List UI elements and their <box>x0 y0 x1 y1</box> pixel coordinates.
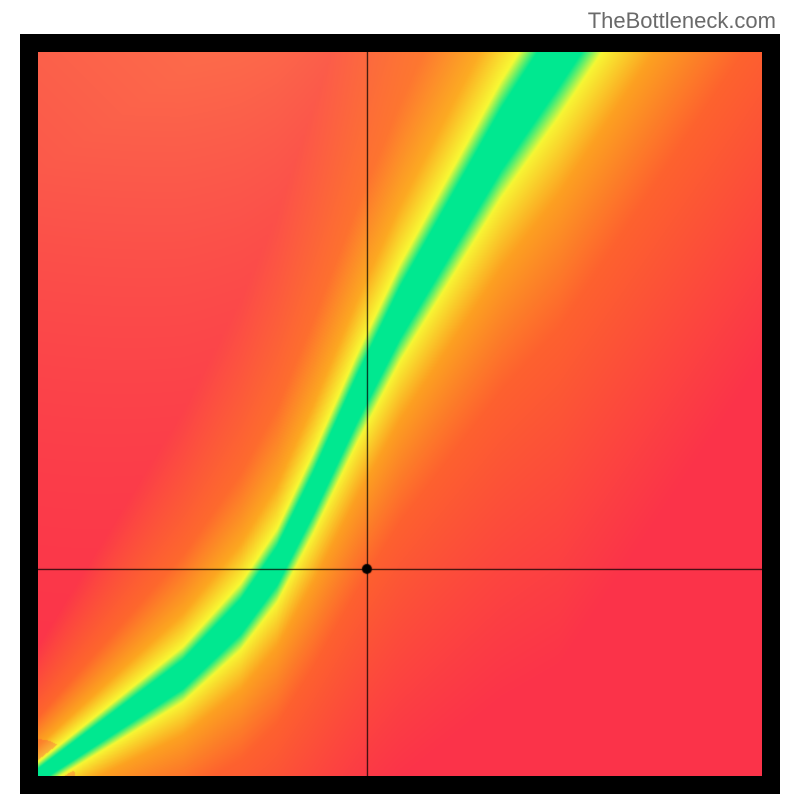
chart-outer-frame <box>20 34 780 794</box>
root-container: TheBottleneck.com <box>0 0 800 800</box>
heatmap-canvas <box>38 52 762 776</box>
watermark-text: TheBottleneck.com <box>588 8 776 34</box>
chart-inner-plot <box>38 52 762 776</box>
